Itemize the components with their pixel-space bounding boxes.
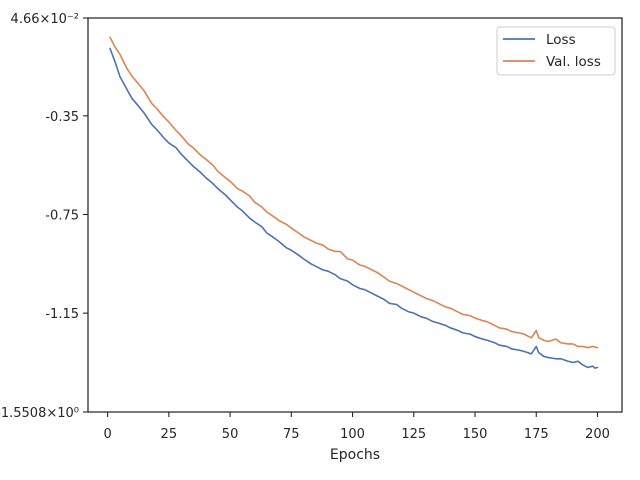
x-axis-title: Epochs <box>330 447 380 463</box>
y-axis-ticks: 4.66×10⁻² -0.35 -0.75 -1.15 -1.5508×10⁰ <box>0 12 88 421</box>
plot-frame <box>87 17 623 413</box>
series-layer <box>109 36 599 369</box>
x-tick-label: 50 <box>222 427 239 442</box>
legend-label-val-loss: Val. loss <box>546 54 601 70</box>
x-tick-label: 150 <box>463 427 488 442</box>
x-tick-label: 25 <box>161 427 178 442</box>
legend: Loss Val. loss <box>496 26 616 76</box>
x-tick-label: 175 <box>524 427 549 442</box>
y-tick-label: -1.5508×10⁰ <box>0 406 79 421</box>
x-tick-label: 75 <box>283 427 300 442</box>
x-tick-label: 0 <box>103 427 111 442</box>
y-tick-label: -1.15 <box>45 307 79 322</box>
y-tick-label: -0.75 <box>45 208 79 223</box>
x-tick-label: 200 <box>585 427 610 442</box>
series-line-loss <box>109 47 599 369</box>
x-tick-label: 100 <box>340 427 365 442</box>
legend-label-loss: Loss <box>546 32 576 48</box>
x-axis-ticks: 0 25 50 75 100 125 150 175 200 <box>103 412 610 442</box>
y-tick-label: -0.35 <box>45 110 79 125</box>
series-line-val-loss <box>109 36 599 349</box>
y-tick-label: 4.66×10⁻² <box>11 12 79 27</box>
x-tick-label: 125 <box>401 427 426 442</box>
